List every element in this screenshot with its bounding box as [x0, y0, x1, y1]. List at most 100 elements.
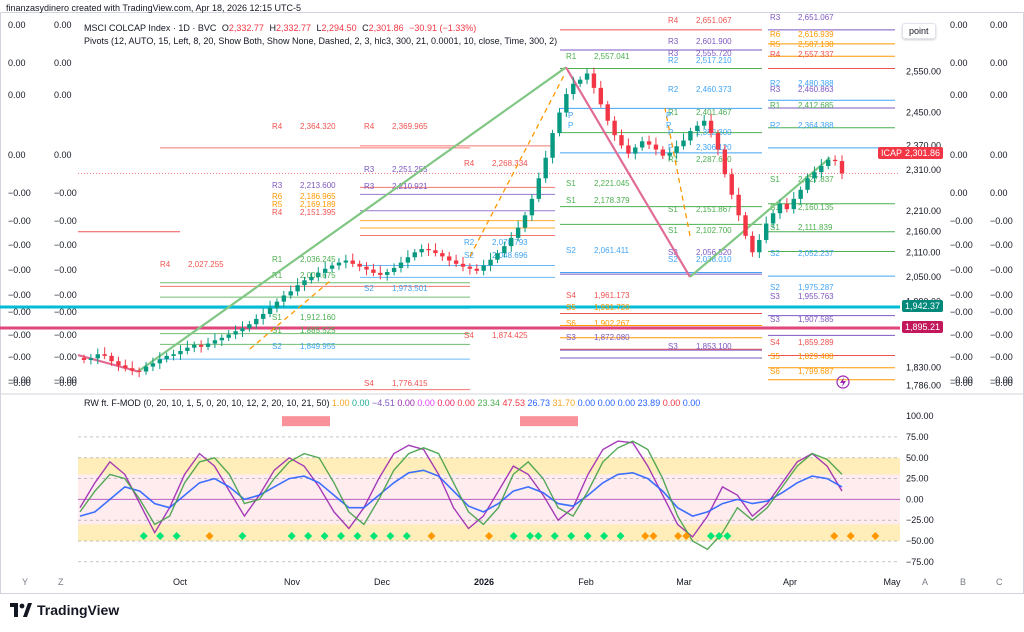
- pivot-tag-label: R2: [668, 85, 679, 94]
- pivot-tag-label: S1: [668, 205, 678, 214]
- open-label: O: [221, 23, 229, 33]
- candle-down: [832, 159, 838, 162]
- candle-up: [212, 340, 218, 344]
- orange-signal-diamond: [682, 532, 691, 541]
- oscillator-value: 0.00: [394, 398, 415, 408]
- candle-up: [316, 272, 321, 277]
- candle-down: [198, 344, 204, 347]
- green-signal-diamond: [139, 532, 148, 541]
- oscillator-value: 26.73: [525, 398, 551, 408]
- pivot-p-marker: P: [568, 121, 573, 130]
- candle-up: [302, 280, 307, 286]
- scale-label: −0.00: [54, 378, 77, 388]
- green-signal-diamond: [509, 532, 518, 541]
- low-label: L: [316, 23, 322, 33]
- candle-down: [784, 203, 790, 210]
- scale-label: −0.00: [990, 352, 1013, 362]
- pivot-value-label: 2,364.388: [798, 121, 834, 130]
- pivot-tag-label: R1: [770, 101, 781, 110]
- scale-label: −0.00: [950, 265, 973, 275]
- pivot-value-label: 2,251.255: [392, 165, 428, 174]
- oscillator-value: 0.00: [615, 398, 636, 408]
- scale-label: −0.00: [990, 375, 1013, 385]
- pivot-tag-label: R2: [464, 238, 475, 247]
- candle-down: [426, 249, 431, 251]
- oscillator-value: 0.00: [454, 398, 475, 408]
- candle-down: [750, 235, 755, 253]
- change-value: −30.91 (−1.33%): [409, 23, 477, 33]
- orange-signal-diamond: [649, 532, 658, 541]
- oscillator-value: 0.00: [575, 398, 596, 408]
- candle-down: [447, 256, 452, 261]
- price-axis-tick: 2,550.00: [906, 66, 941, 76]
- scale-label: −0.00: [8, 290, 31, 300]
- current-price-badge: 2,301.86: [902, 147, 944, 159]
- pivot-value-label: 2,460.863: [798, 85, 834, 94]
- pivot-value-label: 2,555.720: [696, 49, 732, 58]
- time-axis-label: May: [883, 577, 901, 587]
- lightning-icon-bolt: [840, 377, 846, 387]
- brand-name: TradingView: [37, 602, 120, 618]
- green-signal-diamond: [337, 532, 346, 541]
- scale-label: 0.00: [54, 150, 72, 160]
- oscillator-legend[interactable]: RW ft. F-MOD (0, 20, 10, 1, 5, 0, 20, 10…: [84, 398, 700, 408]
- pivot-tag-label: R4: [272, 208, 283, 217]
- pivot-tag-label: S1: [770, 203, 780, 212]
- scale-label: −0.00: [8, 330, 31, 340]
- pivot-tag-label: S1: [566, 179, 576, 188]
- candle-down: [364, 266, 369, 270]
- pivots-legend[interactable]: Pivots (12, AUTO, 15, Left, 8, 20, Show …: [84, 36, 558, 46]
- candle-up: [288, 291, 293, 296]
- pivot-value-label: 2,517.210: [696, 56, 732, 65]
- price-axis-tick: 2,370.00: [906, 140, 941, 150]
- pivot-value-label: 2,460.373: [696, 85, 732, 94]
- green-signal-diamond: [550, 532, 559, 541]
- tradingview-logo[interactable]: TradingView: [10, 602, 119, 618]
- corner-b: B: [960, 577, 967, 587]
- pivot-tag-label: S5: [566, 303, 576, 312]
- pivot-tag-label: R1: [668, 108, 679, 117]
- candle-down: [109, 355, 114, 362]
- scale-label: −0.00: [54, 330, 77, 340]
- green-signal-diamond: [583, 532, 592, 541]
- pivot-tag-label: R5: [272, 200, 283, 209]
- candle-up: [764, 223, 769, 240]
- pivot-tag-label: S6: [770, 367, 780, 376]
- oscillator-axis-tick: 50.00: [906, 453, 929, 463]
- green-signal-diamond: [320, 532, 329, 541]
- oscillator-name: RW ft. F-MOD (0, 20, 10, 1, 5, 0, 20, 10…: [84, 398, 330, 408]
- price-axis-tick: 1,786.00: [906, 380, 941, 390]
- pivot-tag-label: R6: [272, 192, 283, 201]
- scale-label: 0.00: [8, 58, 26, 68]
- zigzag-down-segment: [565, 66, 691, 278]
- scale-label: −0.00: [950, 378, 973, 388]
- pivot-tag-label: R4: [464, 159, 475, 168]
- candle-up: [667, 152, 672, 156]
- candle-up: [488, 259, 493, 266]
- pivot-value-label: 1,955.763: [798, 292, 834, 301]
- oscillator-value: 0.00: [349, 398, 370, 408]
- candle-up: [529, 198, 535, 216]
- pivot-value-label: 1,931.720: [594, 303, 630, 312]
- candle-up: [522, 215, 528, 228]
- candle-up: [143, 366, 149, 372]
- corner-c: C: [996, 577, 1003, 587]
- scale-label: 0.00: [950, 20, 968, 30]
- price-axis-tick: 2,110.00: [906, 247, 940, 257]
- green-signal-diamond: [526, 532, 535, 541]
- pivot-tag-label: R2: [770, 79, 781, 88]
- scale-label: −0.00: [950, 352, 973, 362]
- point-button[interactable]: point: [902, 23, 936, 39]
- scale-label: −0.00: [8, 188, 31, 198]
- pivot-tag-label: R3: [770, 85, 781, 94]
- pink-level-badge: 1,895.21: [902, 321, 944, 333]
- pivot-tag-label: S2: [668, 255, 678, 264]
- pivot-tag-label: S1: [770, 175, 780, 184]
- low-value: 2,294.50: [321, 23, 357, 33]
- candle-up: [805, 178, 810, 190]
- pivot-tag-label: S2: [566, 246, 576, 255]
- candle-up: [791, 198, 796, 210]
- scale-label: −0.00: [54, 265, 77, 275]
- candle-up: [584, 73, 590, 80]
